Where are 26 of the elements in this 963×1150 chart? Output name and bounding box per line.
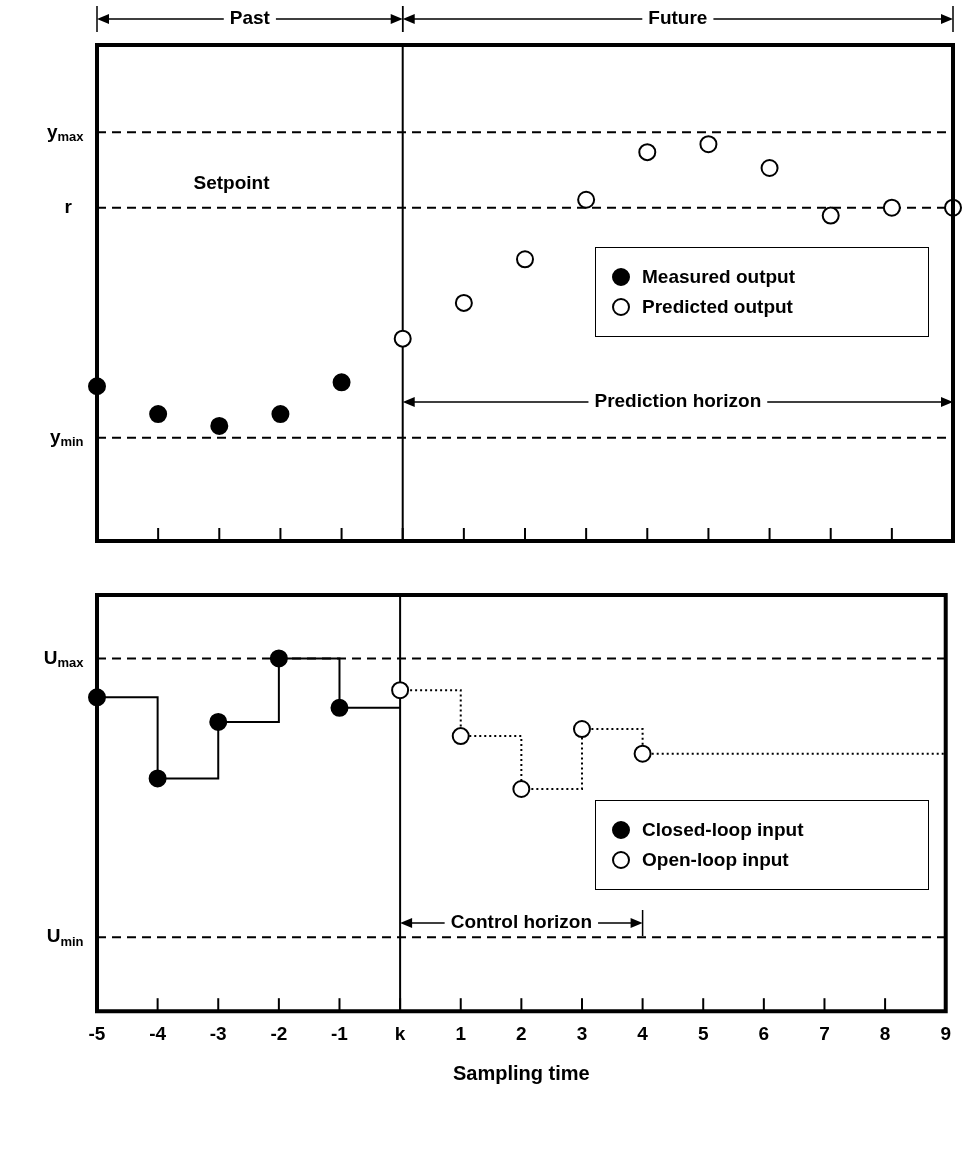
x-tick-label: 7	[819, 1022, 830, 1044]
annotation: Control horizon	[450, 911, 593, 933]
x-tick-label: -1	[331, 1022, 349, 1044]
text: Past	[229, 7, 271, 29]
x-tick-label: 2	[516, 1022, 527, 1044]
ref-line-label: r	[64, 195, 73, 217]
annotation: Setpoint	[193, 172, 271, 194]
x-tick-label: 9	[940, 1022, 952, 1044]
text: Future	[648, 7, 708, 29]
x-tick-label: -3	[209, 1022, 227, 1044]
x-tick-label: 8	[879, 1022, 891, 1044]
x-tick-label: 1	[455, 1022, 467, 1044]
x-tick-label: 3	[576, 1022, 588, 1044]
annotation: Prediction horizon	[594, 390, 762, 412]
x-axis-title: Sampling time	[453, 1061, 590, 1084]
legend-label: Measured output	[642, 266, 796, 288]
x-tick-label: 4	[637, 1022, 649, 1044]
x-tick-label: 6	[758, 1022, 770, 1044]
legend-label: Predicted output	[642, 296, 793, 318]
x-tick-label: -2	[270, 1022, 288, 1044]
x-tick-label: -4	[149, 1022, 167, 1044]
x-tick-label: 5	[697, 1022, 709, 1044]
legend-label: Closed-loop input	[642, 819, 804, 841]
x-tick-label: -5	[88, 1022, 106, 1044]
legend-label: Open-loop input	[642, 849, 789, 871]
x-tick-label: k	[394, 1022, 406, 1044]
